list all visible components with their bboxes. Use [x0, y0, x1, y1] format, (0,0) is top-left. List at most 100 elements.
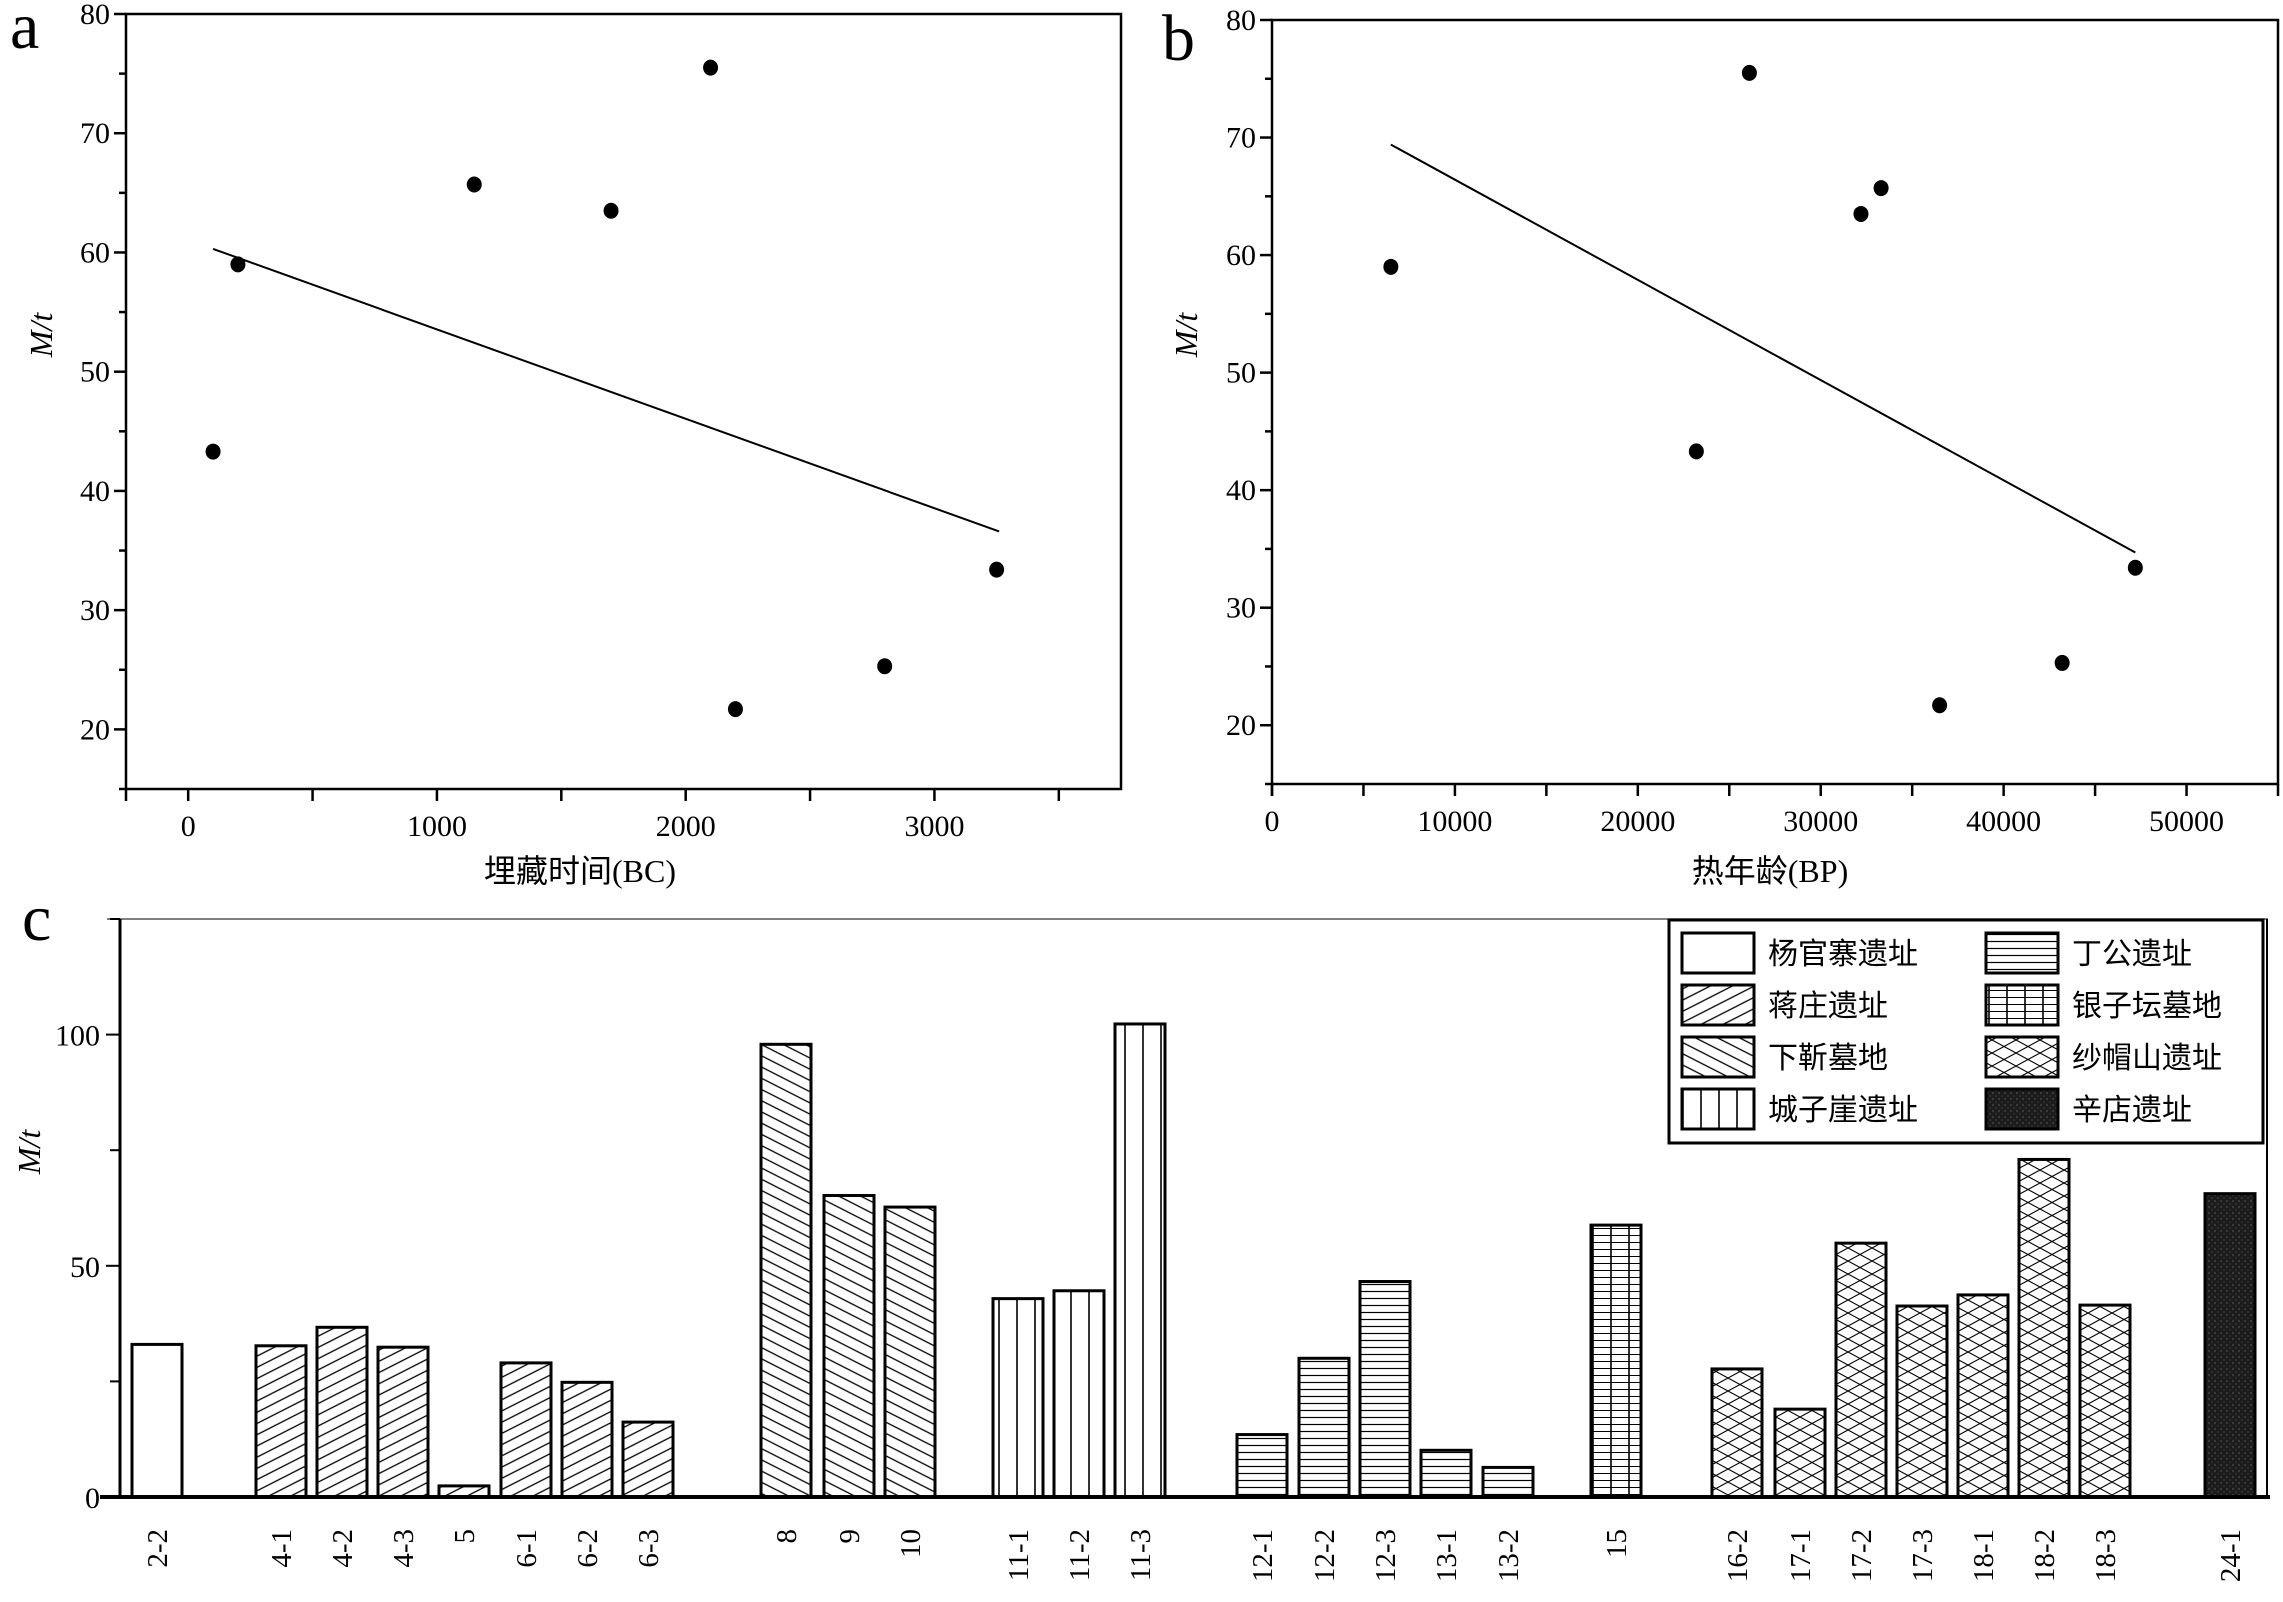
- bar-panel-c: c 0 50 100 2-2 4-1 4-2 4-3 5 6-1 6-2 6-3 8 9 10 11-1 1…: [11, 882, 2270, 1582]
- bar-4-1: [254, 1344, 308, 1499]
- y-tick-label: 40: [1226, 474, 1256, 507]
- y-tick-label: 50: [1226, 357, 1256, 390]
- legend-swatch: [1984, 983, 2060, 1027]
- plot-frame-b: [1270, 18, 2280, 786]
- y-tick-label: 60: [80, 236, 110, 269]
- bar-6-3: [621, 1420, 675, 1499]
- x-tick-label: 2000: [656, 810, 716, 843]
- x-category-label: 18-1: [1968, 1529, 2000, 1582]
- fit-line: [212, 247, 1000, 533]
- data-point: [877, 658, 893, 675]
- data-point: [727, 701, 743, 718]
- x-tick-label: 0: [1265, 805, 1280, 838]
- legend-label: 丁公遗址: [2072, 937, 2192, 972]
- y-tick-label: 0: [85, 1482, 100, 1515]
- legend-item: 蒋庄遗址: [1680, 983, 1888, 1027]
- data-point: [466, 176, 482, 193]
- bar-17-2: [1834, 1241, 1888, 1499]
- legend-label: 城子崖遗址: [1768, 1093, 1918, 1128]
- bar-16-2: [1710, 1367, 1764, 1499]
- legend-item: 辛店遗址: [1984, 1087, 2192, 1131]
- bar-18-1: [1956, 1293, 2010, 1499]
- x-category-label: 11-3: [1125, 1529, 1157, 1581]
- y-tick-label: 70: [80, 117, 110, 150]
- legend-swatch: [1984, 1087, 2060, 1131]
- bar-8: [759, 1042, 813, 1499]
- x-tick-label: 50000: [2149, 805, 2224, 838]
- x-category-label: 5: [449, 1529, 481, 1544]
- data-point: [205, 443, 221, 460]
- legend-item: 城子崖遗址: [1680, 1087, 1918, 1131]
- bar-12-3: [1358, 1280, 1412, 1499]
- bar-13-2: [1481, 1465, 1535, 1499]
- fit-line: [1390, 143, 2136, 554]
- data-point: [1853, 205, 1869, 222]
- bar-11-2: [1052, 1289, 1106, 1499]
- data-point: [989, 561, 1005, 578]
- y-tick-label: 50: [80, 356, 110, 389]
- data-point: [1741, 64, 1757, 81]
- x-axis-title-b: 热年龄(BP): [1692, 853, 1848, 889]
- x-category-label: 13-1: [1431, 1529, 1463, 1582]
- y-axis-title-a: M/t: [23, 312, 59, 359]
- x-tick-label: 10000: [1417, 805, 1492, 838]
- data-point: [1932, 697, 1948, 714]
- scatter-panel-b: b 20 30 40 50 60 70 80 0 10000 20000 30000 40000 50…: [1162, 2, 2280, 889]
- bar-6-1: [499, 1361, 553, 1499]
- legend-item: 银子坛墓地: [1984, 983, 2222, 1027]
- legend-swatch: [1680, 983, 1756, 1027]
- legend-frame: [1667, 918, 2265, 1145]
- y-tick-label: 80: [80, 0, 110, 31]
- x-tick-label: 30000: [1783, 805, 1858, 838]
- legend-item: 杨官寨遗址: [1680, 931, 1918, 975]
- bar-4-3: [376, 1345, 430, 1499]
- bar-11-3: [1113, 1022, 1167, 1499]
- legend-item: 下靳墓地: [1680, 1035, 1888, 1079]
- data-point: [1383, 258, 1399, 275]
- x-category-label: 11-1: [1003, 1529, 1035, 1581]
- x-axis-title-a: 埋藏时间(BC): [484, 853, 676, 889]
- bar-6-2: [560, 1380, 614, 1499]
- x-category-label: 24-1: [2215, 1529, 2247, 1582]
- x-category-label: 12-3: [1370, 1529, 1402, 1582]
- x-category-label: 6-3: [633, 1529, 665, 1568]
- panel-label-c: c: [22, 882, 51, 955]
- y-tick-label: 30: [1226, 592, 1256, 625]
- x-category-label: 11-2: [1064, 1529, 1096, 1581]
- x-tick-label: 20000: [1600, 805, 1675, 838]
- x-category-label: 18-3: [2090, 1529, 2122, 1582]
- legend-label: 纱帽山遗址: [2072, 1041, 2222, 1076]
- bar-24-1: [2203, 1192, 2257, 1499]
- bar-9: [822, 1194, 876, 1499]
- y-tick-label: 30: [80, 594, 110, 627]
- y-axis-title-b: M/t: [1168, 312, 1204, 359]
- bar-10: [883, 1205, 937, 1499]
- data-point: [703, 59, 719, 76]
- y-tick-label: 60: [1226, 239, 1256, 272]
- bar-2-2: [130, 1342, 184, 1499]
- legend-label: 银子坛墓地: [2072, 989, 2222, 1024]
- data-point: [603, 202, 619, 219]
- legend-swatch: [1680, 931, 1756, 975]
- x-category-label: 17-1: [1785, 1529, 1817, 1582]
- legend-item: 纱帽山遗址: [1984, 1035, 2222, 1079]
- x-category-label: 12-1: [1247, 1529, 1279, 1582]
- legend-swatch: [1680, 1087, 1756, 1131]
- x-category-label: 12-2: [1309, 1529, 1341, 1582]
- x-category-label: 4-1: [266, 1529, 298, 1568]
- legend-item: 丁公遗址: [1984, 931, 2192, 975]
- bar-11-1: [991, 1297, 1045, 1499]
- x-category-label: 18-2: [2029, 1529, 2061, 1582]
- y-tick-label: 20: [80, 713, 110, 746]
- x-tick-label: 40000: [1966, 805, 2041, 838]
- x-tick-label: 1000: [407, 810, 467, 843]
- legend-swatch: [1680, 1035, 1756, 1079]
- bar-18-2: [2017, 1157, 2071, 1499]
- bar-17-1: [1773, 1407, 1827, 1499]
- x-tick-label: 3000: [904, 810, 964, 843]
- y-tick-label: 50: [70, 1251, 100, 1284]
- x-category-label: 2-2: [142, 1529, 174, 1568]
- y-tick-label: 40: [80, 475, 110, 508]
